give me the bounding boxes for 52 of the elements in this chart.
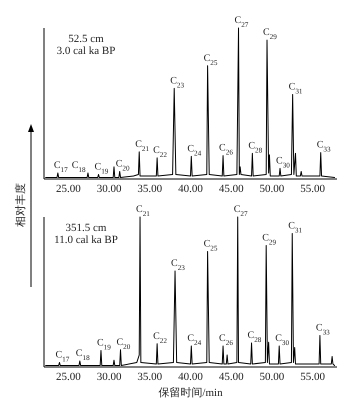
x-tick-label: 40.00 bbox=[178, 371, 204, 383]
annotation: 11.0 cal ka BP bbox=[54, 234, 118, 246]
annotation: C$_{23}$ bbox=[170, 75, 184, 90]
annotation: C$_{27}$ bbox=[234, 204, 248, 218]
annotation: C$_{20}$ bbox=[116, 336, 131, 351]
annotation: C$_{17}$ bbox=[55, 350, 70, 364]
x-tick-label: 25.00 bbox=[56, 371, 82, 383]
annotation: 3.0 cal ka BP bbox=[56, 45, 116, 57]
y-axis-title: 相对丰度 bbox=[14, 183, 27, 227]
annotation: C$_{21}$ bbox=[136, 204, 150, 218]
annotation: C$_{22}$ bbox=[153, 144, 168, 159]
annotation: C$_{18}$ bbox=[72, 160, 86, 174]
annotation: C$_{24}$ bbox=[187, 143, 202, 158]
annotation: C$_{23}$ bbox=[171, 258, 186, 272]
annotation: C$_{29}$ bbox=[262, 232, 276, 246]
annotation: C$_{25}$ bbox=[204, 52, 218, 67]
annotation: C$_{33}$ bbox=[316, 140, 331, 154]
annotation: C$_{31}$ bbox=[288, 81, 303, 96]
x-tick-label: 50.00 bbox=[260, 371, 285, 383]
x-tick-label: 55.00 bbox=[300, 371, 326, 383]
x-tick-label: 50.00 bbox=[260, 183, 285, 195]
annotation: C$_{19}$ bbox=[96, 338, 112, 352]
annotation: C$_{30}$ bbox=[275, 333, 290, 347]
annotation: C$_{30}$ bbox=[276, 155, 290, 170]
annotation: C$_{21}$ bbox=[135, 138, 150, 153]
x-tick-label: 45.00 bbox=[218, 183, 244, 195]
annotation: C$_{19}$ bbox=[94, 161, 109, 176]
annotation: C$_{28}$ bbox=[248, 330, 262, 344]
annotation: C$_{31}$ bbox=[288, 220, 302, 234]
annotation: C$_{26}$ bbox=[219, 142, 234, 157]
annotation: C$_{20}$ bbox=[116, 158, 130, 172]
x-tick-label: 25.00 bbox=[56, 183, 82, 195]
annotation: 351.5 cm bbox=[66, 222, 107, 234]
annotation: C$_{18}$ bbox=[76, 348, 90, 362]
x-tick-label: 30.00 bbox=[96, 371, 122, 383]
x-tick-label: 40.00 bbox=[178, 183, 204, 195]
annotation: C$_{22}$ bbox=[153, 330, 168, 345]
x-tick-label: 30.00 bbox=[96, 183, 122, 195]
annotation: C$_{25}$ bbox=[204, 238, 218, 252]
annotation: C$_{24}$ bbox=[187, 333, 202, 347]
annotation: C$_{28}$ bbox=[248, 140, 263, 154]
annotation: C$_{29}$ bbox=[263, 27, 278, 42]
annotation: C$_{26}$ bbox=[219, 333, 234, 347]
annotation: C$_{33}$ bbox=[316, 322, 330, 336]
x-tick-label: 35.00 bbox=[137, 183, 163, 195]
x-tick-label: 55.00 bbox=[300, 183, 326, 195]
x-tick-label: 45.00 bbox=[218, 371, 244, 383]
annotation: C$_{27}$ bbox=[234, 15, 249, 29]
x-axis-title: 保留时间/min bbox=[158, 386, 224, 399]
annotation: 52.5 cm bbox=[68, 33, 104, 45]
annotation: C$_{17}$ bbox=[54, 160, 68, 174]
x-tick-label: 35.00 bbox=[137, 371, 163, 383]
